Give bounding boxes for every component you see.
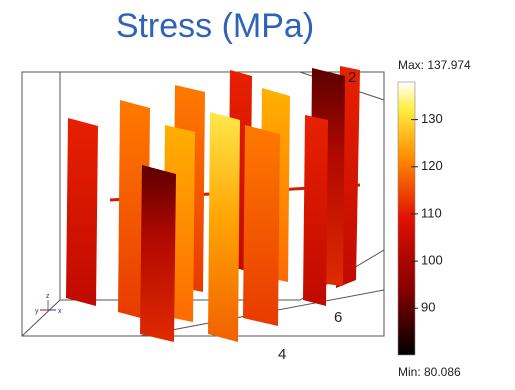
box-edge <box>22 72 60 336</box>
title: Stress (MPa) <box>116 7 314 45</box>
colorbar-tick-label: 120 <box>421 158 443 173</box>
panel <box>140 165 176 342</box>
colorbar-tick-label: 130 <box>421 111 443 126</box>
plot-area: 2 4 6 y x z <box>22 66 384 363</box>
colorbar-min: Min: 80.086 <box>398 365 461 379</box>
axis-label: 2 <box>348 69 356 86</box>
axis-label: 4 <box>278 346 286 363</box>
panel <box>303 115 328 306</box>
panel <box>66 118 98 306</box>
colorbar-scale <box>398 82 415 355</box>
screenshot: Stress (MPa) 2 4 6 y x z Max: 137. <box>0 0 515 385</box>
panel <box>243 125 280 326</box>
triad-label: z <box>46 293 50 300</box>
colorbar-tick-label: 100 <box>421 253 443 268</box>
panel <box>208 112 240 342</box>
colorbar-max: Max: 137.974 <box>398 58 471 72</box>
colorbar-tick-label: 110 <box>421 205 442 220</box>
colorbar: Max: 137.974 Min: 80.086 90 100 110 120 130 <box>398 58 471 379</box>
colorbar-tick-label: 90 <box>421 300 435 315</box>
triad-label: x <box>58 308 62 315</box>
triad-label: y <box>35 308 39 315</box>
axis-label: 6 <box>334 309 342 326</box>
